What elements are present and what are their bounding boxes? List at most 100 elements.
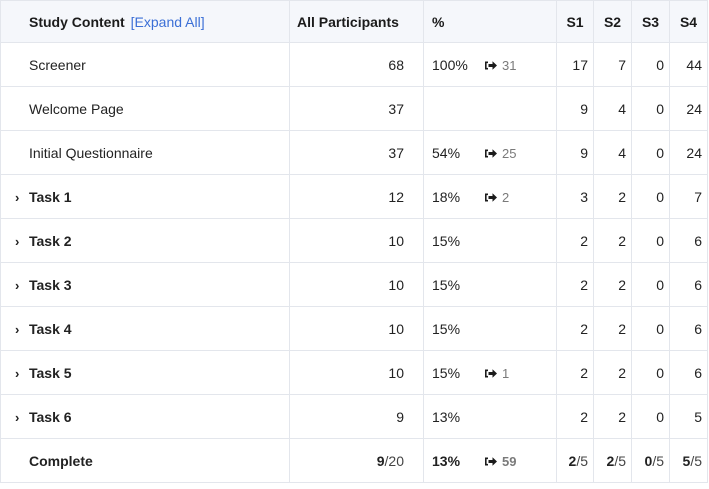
all-participants-cell: 10 xyxy=(289,350,424,395)
s2-cell: 2 xyxy=(593,262,632,307)
all-participants-cell: 10 xyxy=(289,218,424,263)
col-all-participants: All Participants xyxy=(289,0,424,43)
exit-icon xyxy=(484,455,498,468)
s1-cell: 2 xyxy=(556,394,594,439)
task-name: Task 2 xyxy=(29,232,72,249)
col-s2: S2 xyxy=(593,0,632,43)
chevron-right-icon[interactable]: › xyxy=(15,233,20,249)
s3-cell: 0 xyxy=(631,130,670,175)
s4-cell: 24 xyxy=(669,130,708,175)
exits-indicator[interactable]: 1 xyxy=(484,366,509,381)
s1-cell: 9 xyxy=(556,86,594,131)
all-participants-cell: 37 xyxy=(289,130,424,175)
task-name-cell[interactable]: › Task 1 xyxy=(0,174,290,219)
chevron-right-icon[interactable]: › xyxy=(15,321,20,337)
all-participants-cell: 37 xyxy=(289,86,424,131)
s3-cell: 0 xyxy=(631,262,670,307)
percent-value: 13% xyxy=(432,408,461,425)
exits-indicator[interactable]: 59 xyxy=(484,454,516,469)
task-row[interactable]: › Task 3 10 15% 2 2 0 6 xyxy=(0,262,708,307)
complete-row: Complete 9/20 13% 59 2/5 2/5 0/5 5/5 xyxy=(0,438,708,483)
exits-indicator[interactable]: 25 xyxy=(484,146,516,161)
all-participants-cell: 12 xyxy=(289,174,424,219)
task-row[interactable]: › Task 6 9 13% 2 2 0 5 xyxy=(0,394,708,439)
percent-value: 15% xyxy=(432,232,461,249)
task-row[interactable]: › Task 5 10 15% 1 2 2 0 6 xyxy=(0,350,708,395)
chevron-right-icon[interactable]: › xyxy=(15,365,20,381)
percent-value: 15% xyxy=(432,364,461,381)
expand-all-link[interactable]: [Expand All] xyxy=(130,13,205,30)
s4-complete-count: 5 xyxy=(682,452,691,469)
table-row: Initial Questionnaire 37 54% 25 9 4 0 24 xyxy=(0,130,708,175)
chevron-right-icon[interactable]: › xyxy=(15,409,20,425)
all-participants-cell: 10 xyxy=(289,262,424,307)
s2-cell: 2 xyxy=(593,306,632,351)
exits-count: 1 xyxy=(502,365,510,381)
percent-cell: 15% xyxy=(423,218,557,263)
s4-cell: 24 xyxy=(669,86,708,131)
s3-complete-count: 0 xyxy=(644,452,653,469)
task-row[interactable]: › Task 1 12 18% 2 3 2 0 7 xyxy=(0,174,708,219)
task-name: Task 4 xyxy=(29,320,72,337)
s3-cell: 0 xyxy=(631,306,670,351)
s3-cell: 0 xyxy=(631,394,670,439)
s4-cell: 7 xyxy=(669,174,708,219)
s4-complete-total: /5 xyxy=(690,452,702,469)
percent-value: 100% xyxy=(432,56,468,73)
s1-cell: 2 xyxy=(556,218,594,263)
s1-cell: 2 xyxy=(556,262,594,307)
s2-cell: 7 xyxy=(593,42,632,87)
s2-cell: 4 xyxy=(593,86,632,131)
percent-value: 15% xyxy=(432,276,461,293)
task-name-cell[interactable]: › Task 2 xyxy=(0,218,290,263)
exits-indicator[interactable]: 31 xyxy=(484,58,516,73)
exit-icon xyxy=(484,147,498,160)
s1-cell: 9 xyxy=(556,130,594,175)
percent-cell: 15% xyxy=(423,262,557,307)
s4-cell: 6 xyxy=(669,350,708,395)
row-name: Initial Questionnaire xyxy=(0,130,290,175)
col-s4: S4 xyxy=(669,0,708,43)
all-participants-cell: 9 xyxy=(289,394,424,439)
exits-indicator[interactable]: 2 xyxy=(484,190,509,205)
percent-cell: 54% 25 xyxy=(423,130,557,175)
s2-cell: 2 xyxy=(593,174,632,219)
s2-cell: 2/5 xyxy=(593,438,632,483)
task-name: Task 1 xyxy=(29,188,72,205)
s4-cell: 6 xyxy=(669,218,708,263)
percent-value: 18% xyxy=(432,188,461,205)
chevron-right-icon[interactable]: › xyxy=(15,189,20,205)
task-name-cell[interactable]: › Task 5 xyxy=(0,350,290,395)
task-name-cell[interactable]: › Task 3 xyxy=(0,262,290,307)
s4-cell: 44 xyxy=(669,42,708,87)
s1-cell: 17 xyxy=(556,42,594,87)
percent-value: 13% xyxy=(432,452,461,469)
s1-complete-total: /5 xyxy=(576,452,588,469)
task-name: Task 3 xyxy=(29,276,72,293)
table-row: Welcome Page 37 9 4 0 24 xyxy=(0,86,708,131)
task-name-cell[interactable]: › Task 4 xyxy=(0,306,290,351)
task-row[interactable]: › Task 2 10 15% 2 2 0 6 xyxy=(0,218,708,263)
all-participants-cell: 68 xyxy=(289,42,424,87)
s2-cell: 4 xyxy=(593,130,632,175)
col-percent: % xyxy=(423,0,557,43)
complete-count: 9 xyxy=(376,452,385,469)
s1-cell: 3 xyxy=(556,174,594,219)
percent-value: 15% xyxy=(432,320,461,337)
task-name-cell[interactable]: › Task 6 xyxy=(0,394,290,439)
exits-count: 25 xyxy=(502,145,517,161)
percent-cell: 18% 2 xyxy=(423,174,557,219)
s2-complete-total: /5 xyxy=(614,452,626,469)
percent-cell xyxy=(423,86,557,131)
s3-cell: 0 xyxy=(631,42,670,87)
row-name: Screener xyxy=(0,42,290,87)
s2-cell: 2 xyxy=(593,218,632,263)
s1-cell: 2/5 xyxy=(556,438,594,483)
s2-cell: 2 xyxy=(593,350,632,395)
chevron-right-icon[interactable]: › xyxy=(15,277,20,293)
complete-label: Complete xyxy=(0,438,290,483)
exit-icon xyxy=(484,367,498,380)
task-row[interactable]: › Task 4 10 15% 2 2 0 6 xyxy=(0,306,708,351)
percent-cell: 100% 31 xyxy=(423,42,557,87)
task-name: Task 6 xyxy=(29,408,72,425)
